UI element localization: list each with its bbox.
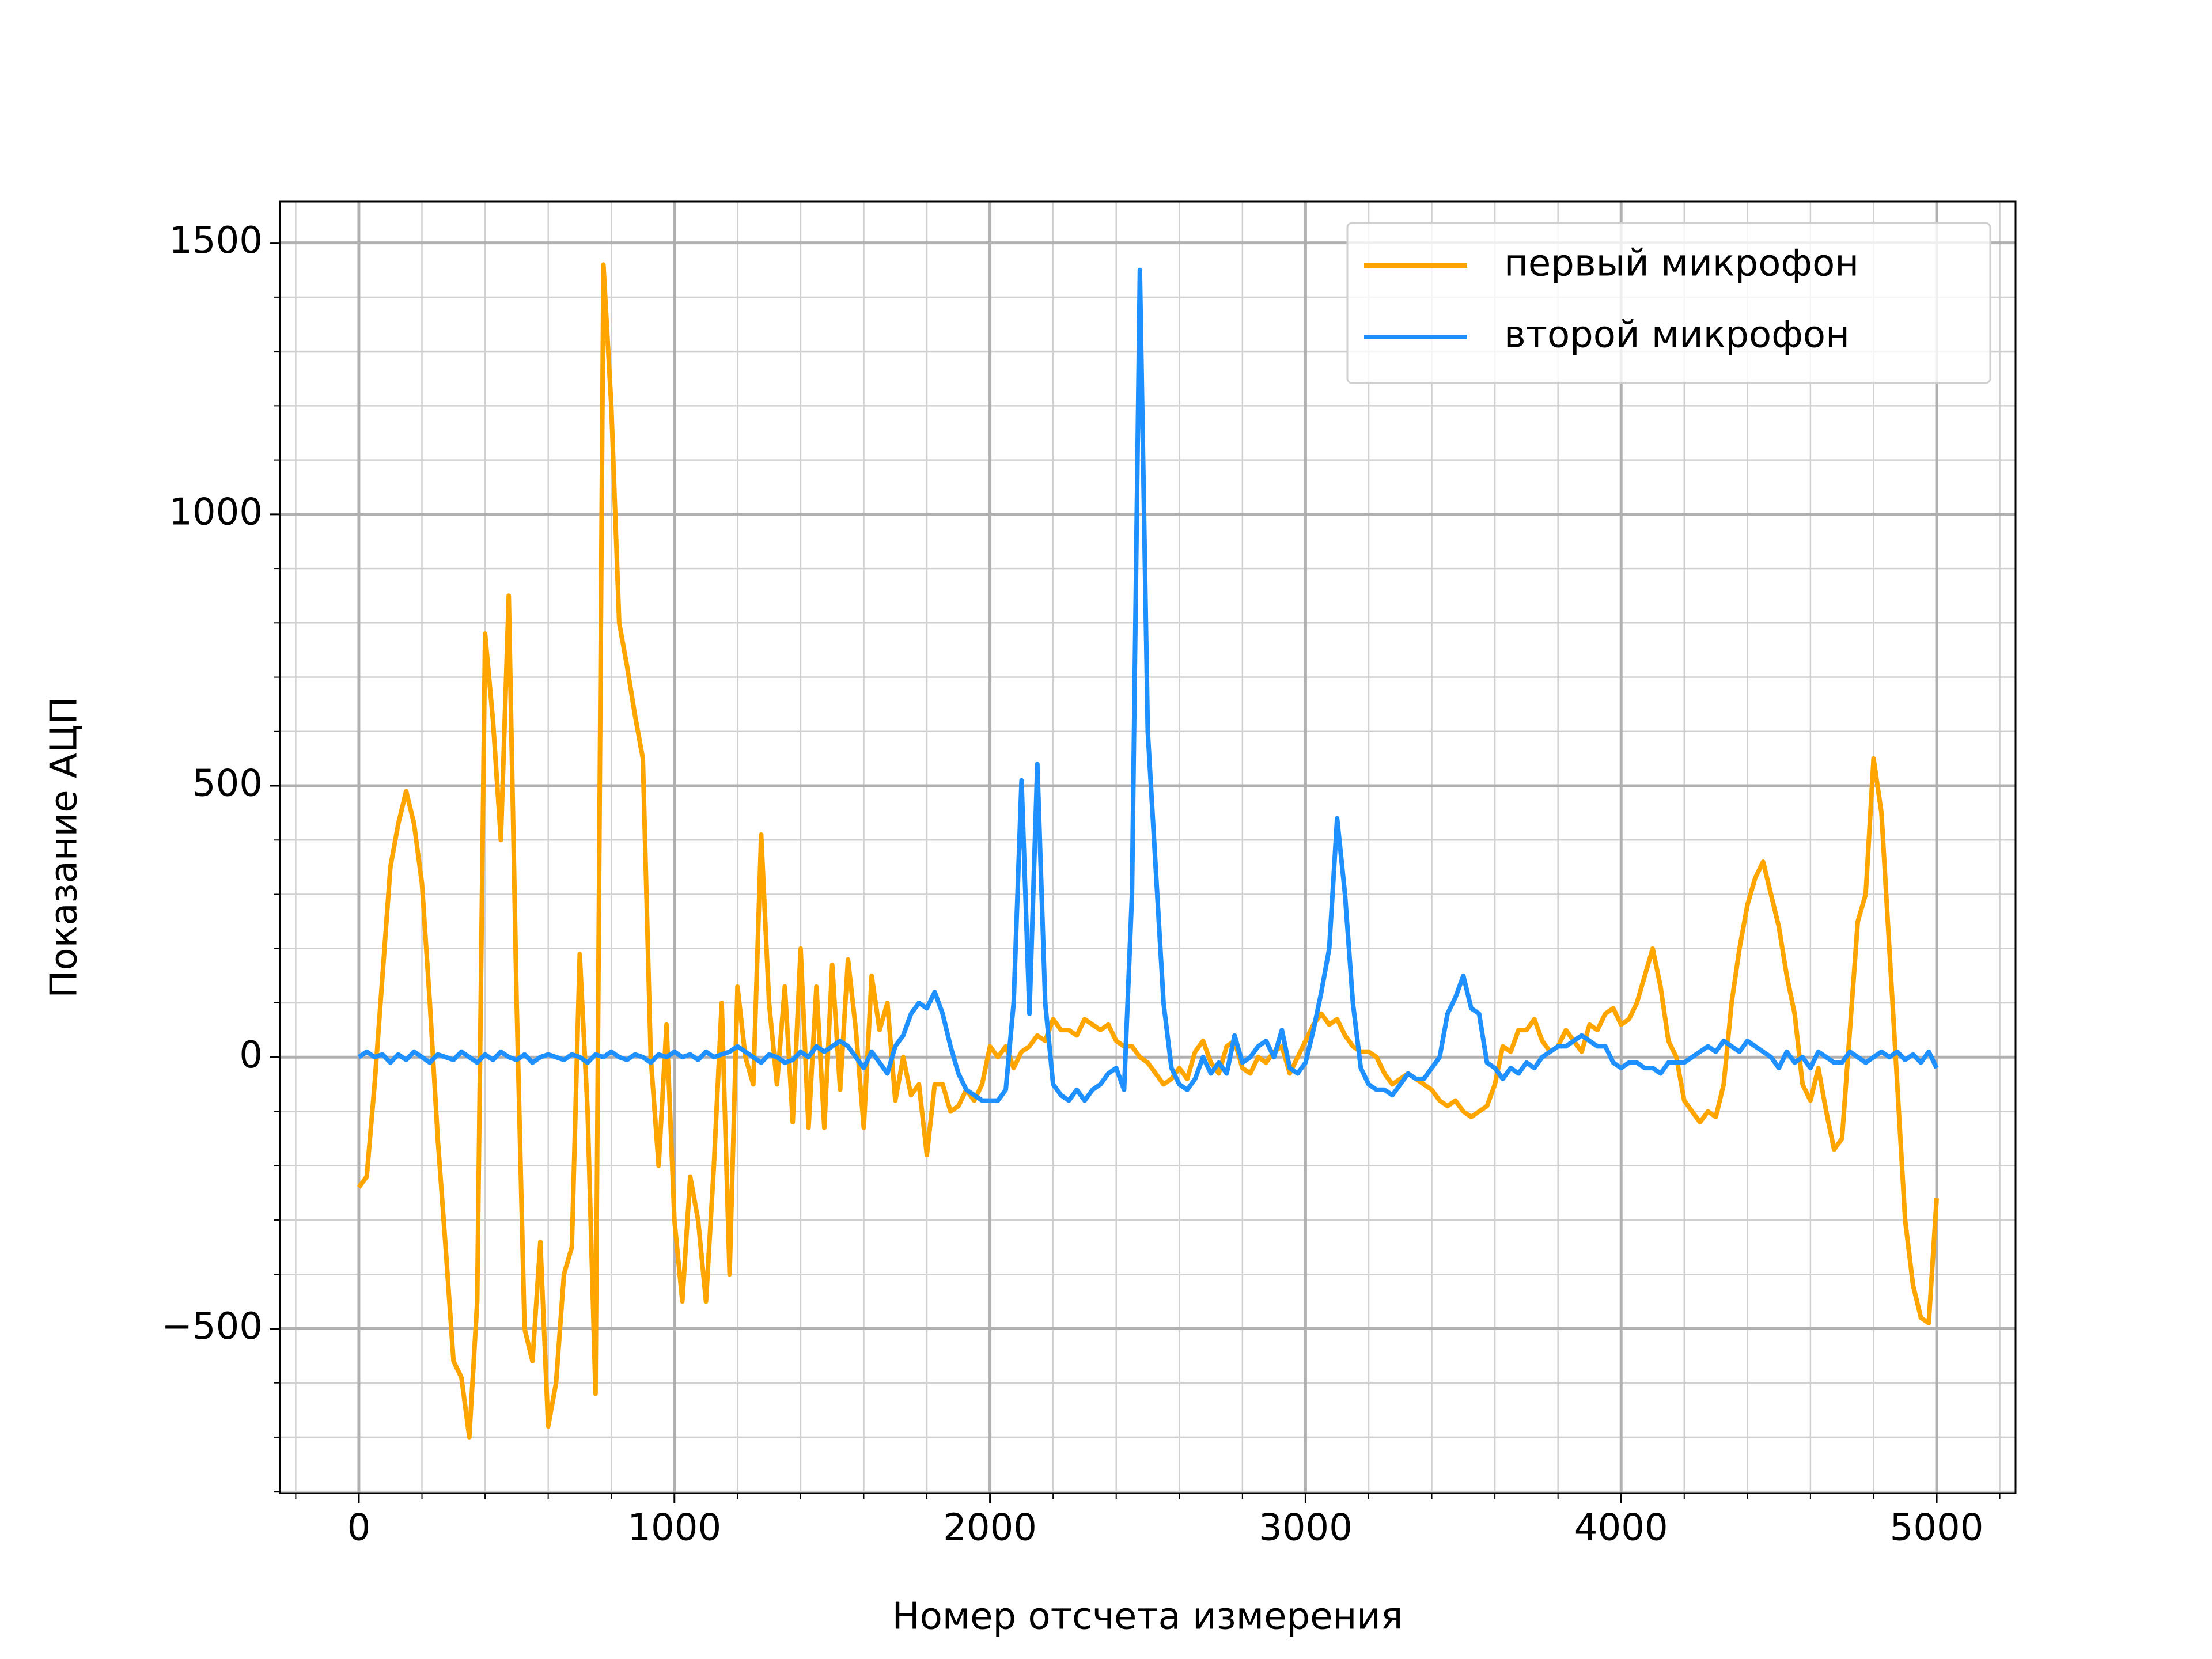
y-tick-label: 500 (192, 763, 263, 805)
grid (280, 202, 2016, 1493)
x-tick-label: 5000 (1890, 1507, 1984, 1550)
legend-box (1346, 222, 1991, 384)
y-axis-label: Показание АЦП (43, 696, 86, 998)
y-tick-label: 1500 (169, 219, 263, 262)
axes-frame (279, 200, 2017, 1494)
y-tick-label: 0 (239, 1034, 263, 1077)
x-tick-label: 3000 (1259, 1507, 1353, 1550)
series-line (357, 267, 1939, 1103)
legend-label: второй микрофон (1504, 314, 1850, 357)
series-line (357, 262, 1939, 1440)
y-tick-label: −500 (161, 1305, 263, 1348)
y-tick-label: 1000 (169, 491, 263, 533)
x-tick-label: 4000 (1574, 1507, 1668, 1550)
plot-lines (357, 262, 1939, 1440)
legend-label: первый микрофон (1504, 243, 1859, 285)
ticks: 0 1000 2000 3000 4000 5000 −500 0 500 1000 1500 (161, 219, 2001, 1550)
x-tick-label: 2000 (943, 1507, 1037, 1550)
x-tick-label: 0 (347, 1507, 371, 1550)
x-axis-label: Номер отсчета измерения (892, 1596, 1403, 1638)
x-tick-label: 1000 (627, 1507, 721, 1550)
legend: первый микрофон второй микрофон (1346, 222, 1991, 384)
